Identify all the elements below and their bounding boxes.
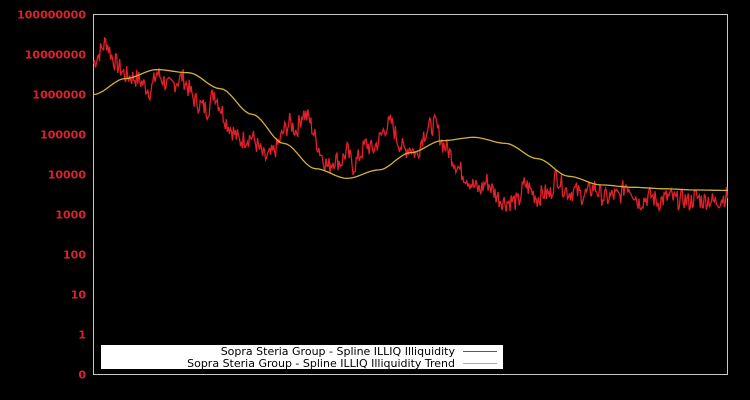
illiquidity-trend-line bbox=[93, 68, 728, 192]
y-tick-label: 10000000 bbox=[25, 49, 87, 62]
y-tick-label: 1000 bbox=[55, 209, 86, 222]
y-axis-ticks: 1000000001000000010000001000001000010001… bbox=[17, 9, 86, 382]
y-tick-label: 10000 bbox=[48, 169, 87, 182]
legend-swatch-gold bbox=[463, 362, 497, 364]
y-tick-label: 10 bbox=[71, 289, 87, 302]
y-tick-label: 100000 bbox=[40, 129, 86, 142]
legend-swatch-red bbox=[463, 350, 497, 352]
y-tick-label: 1000000 bbox=[32, 89, 86, 102]
y-tick-label: 100000000 bbox=[17, 9, 86, 22]
legend-item-illiquidity: Sopra Steria Group - Spline ILLIQ Illiqu… bbox=[220, 344, 503, 358]
y-tick-label: 100 bbox=[63, 249, 86, 262]
legend-item-trend: Sopra Steria Group - Spline ILLIQ Illiqu… bbox=[187, 356, 503, 370]
y-tick-label: 1 bbox=[78, 329, 86, 342]
y-tick-label: 0 bbox=[78, 369, 86, 382]
legend-label: Sopra Steria Group - Spline ILLIQ Illiqu… bbox=[220, 344, 455, 358]
chart-legend: Sopra Steria Group - Spline ILLIQ Illiqu… bbox=[101, 344, 503, 370]
legend-label: Sopra Steria Group - Spline ILLIQ Illiqu… bbox=[187, 356, 455, 370]
